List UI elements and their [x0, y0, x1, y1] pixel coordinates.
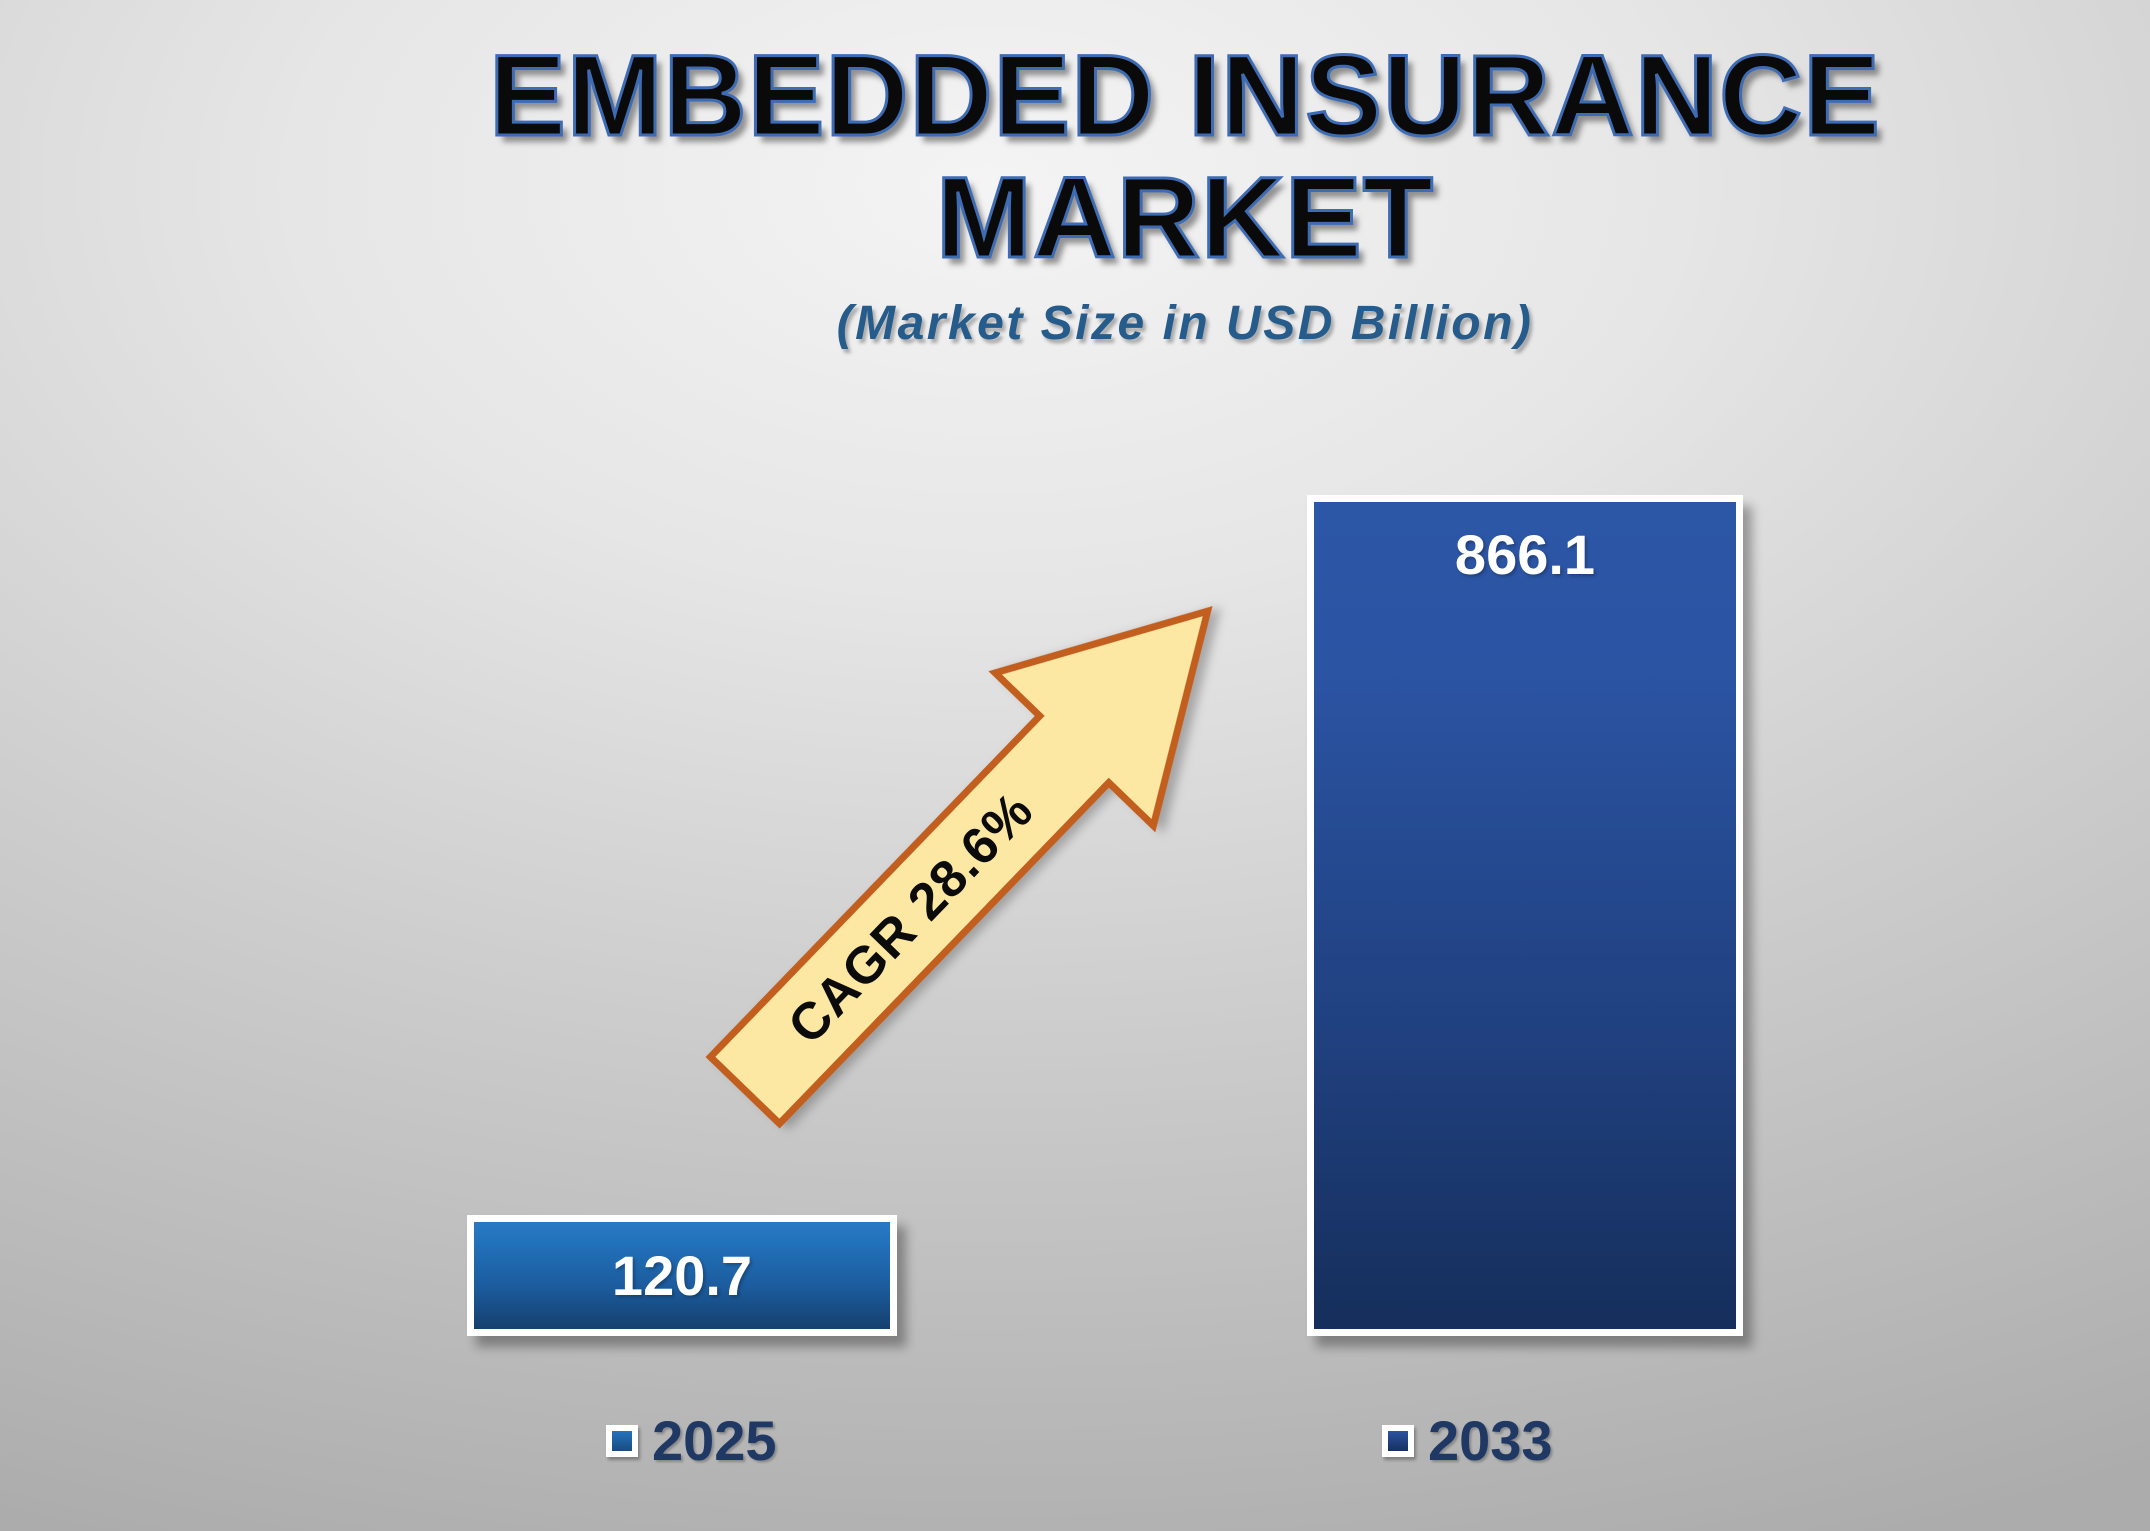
chart-title-line1: EMBEDDED INSURANCE: [488, 32, 1882, 160]
bar-2033: 866.1: [1307, 495, 1743, 1336]
legend-label-2033: 2033: [1428, 1409, 1553, 1472]
chart-header: EMBEDDED INSURANCE MARKET (Market Size i…: [488, 32, 1882, 351]
bar-2025: 120.7: [467, 1215, 897, 1336]
up-right-arrow-icon: [705, 606, 1213, 1129]
legend-swatch-2025: [606, 1424, 638, 1457]
legend-item-2025: 2025: [606, 1408, 777, 1473]
bar-2025-value-label: 120.7: [611, 1244, 753, 1307]
cagr-growth-arrow: CAGR 28.6%: [654, 522, 1299, 1178]
legend-item-2033: 2033: [1382, 1408, 1553, 1473]
chart-subtitle: (Market Size in USD Billion): [836, 296, 1534, 350]
legend-label-2025: 2025: [652, 1409, 777, 1472]
legend-swatch-2033: [1382, 1424, 1414, 1457]
chart-title-line2: MARKET: [935, 153, 1435, 282]
bar-2033-value-label: 866.1: [1454, 523, 1596, 586]
